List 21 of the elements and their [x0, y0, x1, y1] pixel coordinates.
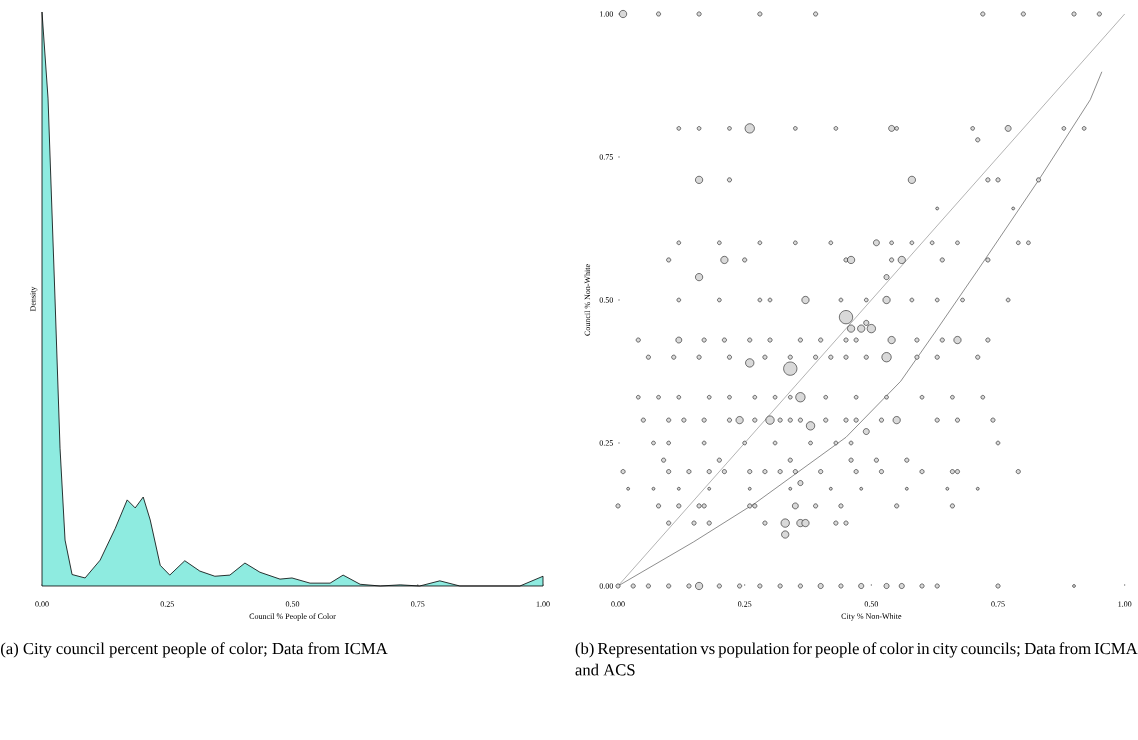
y-tick-label: 0.50: [599, 297, 613, 303]
x-tick-label: 1.00: [536, 601, 550, 607]
x-tick-label: 1.00: [1118, 601, 1132, 607]
x-axis-title: City % Non-White: [841, 613, 902, 621]
x-tick-label: 0.50: [864, 601, 879, 607]
x-tick-label: 0.50: [285, 601, 300, 607]
y-axis-title: Council % Non-White: [584, 264, 591, 336]
x-tick-label: 0.25: [160, 601, 174, 607]
x-tick-label: 0.00: [611, 601, 625, 607]
x-tick-label: 0.75: [991, 601, 1005, 607]
x-tick-label: 0.00: [35, 601, 49, 607]
y-tick-label: 1.00: [600, 11, 613, 17]
x-tick-label: 0.75: [411, 601, 425, 607]
y-tick-label: 0.00: [599, 583, 613, 589]
text: (b) Representation vs population for people of color in city councils; Data from ICMA and ACS: [575, 642, 1138, 676]
text: (a) City council percent people of color; Data from ICMA: [1, 642, 388, 658]
x-axis-title: Council % People of Color: [249, 613, 336, 621]
y-tick-label: 0.75: [599, 154, 613, 160]
y-tick-label: 0.25: [599, 440, 613, 446]
y-axis-title: Density: [30, 286, 38, 312]
x-tick-label: 0.25: [737, 601, 752, 607]
